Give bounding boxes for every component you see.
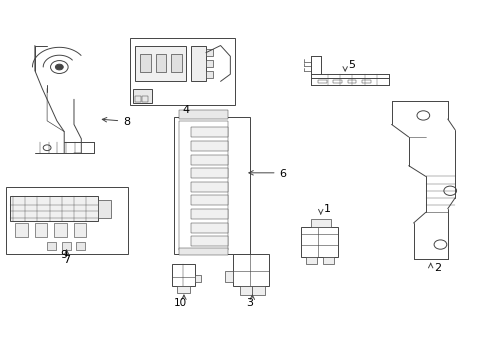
Bar [35,223,47,237]
Bar [143,96,148,102]
Bar [191,141,228,151]
Bar [130,39,235,105]
Text: 10: 10 [174,298,187,308]
Bar [233,253,270,286]
Bar [252,286,265,295]
Bar [311,220,331,226]
Bar [191,195,228,206]
Bar [135,96,141,102]
Bar [54,223,67,237]
Bar [47,242,56,250]
Bar [191,45,206,81]
Bar [225,271,233,282]
Bar [191,223,228,233]
Bar [206,71,213,78]
Bar [191,127,228,137]
Bar [176,286,190,293]
Bar [191,182,228,192]
Text: 5: 5 [348,60,356,70]
Bar [133,89,152,103]
Bar [240,286,252,295]
Bar [98,200,111,218]
Bar [179,121,228,250]
Bar [318,80,327,83]
Bar [347,80,356,83]
Bar [306,257,317,264]
Bar [76,242,85,250]
Text: 6: 6 [279,169,286,179]
Text: 8: 8 [123,117,130,127]
Bar [301,226,338,257]
Text: 9: 9 [61,250,68,260]
Bar [191,209,228,219]
Text: 2: 2 [435,263,441,273]
Bar [333,80,342,83]
Bar [206,60,213,67]
Bar [172,264,195,286]
Bar [179,248,228,255]
Bar [191,236,228,246]
Bar [62,242,71,250]
Text: 4: 4 [183,105,190,115]
Bar [362,80,371,83]
Bar [174,117,250,253]
Bar [323,257,334,264]
Bar [156,54,166,72]
Bar [206,49,213,56]
Bar [179,110,228,119]
Bar [10,196,98,221]
Bar [171,54,182,72]
Text: 7: 7 [63,255,70,265]
Bar [195,275,201,282]
Circle shape [55,64,63,70]
Bar [5,187,128,253]
Bar [140,54,151,72]
Text: 3: 3 [246,298,253,308]
Text: 1: 1 [324,204,331,214]
Bar [74,223,86,237]
Bar [135,45,186,81]
Bar [191,168,228,178]
Bar [191,154,228,165]
Bar [15,223,27,237]
